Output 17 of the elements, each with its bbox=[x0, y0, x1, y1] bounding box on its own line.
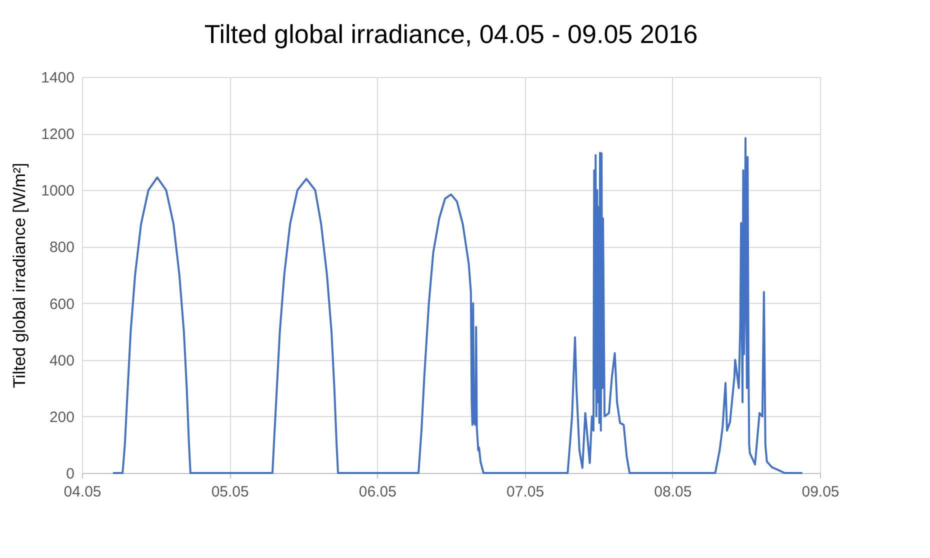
y-axis-title: Tilted global irradiance [W/m²] bbox=[10, 162, 30, 388]
y-tick-label: 0 bbox=[66, 466, 74, 482]
x-tick-label: 07.05 bbox=[506, 484, 544, 500]
x-tick-label: 05.05 bbox=[211, 484, 249, 500]
x-tick-label: 06.05 bbox=[358, 484, 396, 500]
y-tick-label: 1400 bbox=[41, 70, 74, 86]
line-series bbox=[112, 137, 804, 474]
x-tick-label: 08.05 bbox=[654, 484, 692, 500]
y-tick-label: 1000 bbox=[41, 182, 74, 200]
x-tick-label: 09.05 bbox=[802, 484, 840, 500]
chart-title: Tilted global irradiance, 04.05 - 09.05 2016 bbox=[204, 19, 698, 49]
y-tick-label: 400 bbox=[49, 352, 74, 370]
y-tick-label: 800 bbox=[49, 239, 74, 256]
y-tick-label: 1200 bbox=[41, 126, 74, 144]
y-tick-label: 600 bbox=[49, 296, 74, 313]
y-tick-label: 200 bbox=[49, 408, 74, 426]
x-tick-label: 04.05 bbox=[64, 484, 102, 500]
